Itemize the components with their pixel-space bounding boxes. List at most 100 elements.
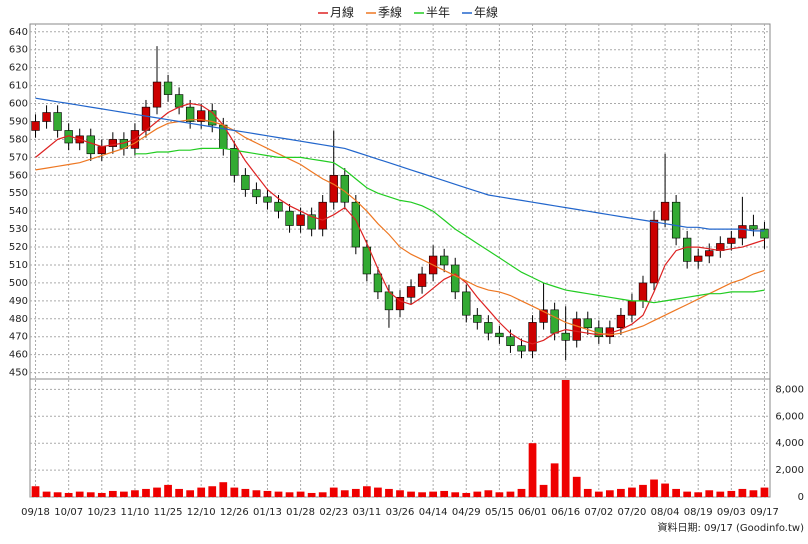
volume-bar <box>440 490 449 497</box>
volume-bar <box>517 488 526 497</box>
candle-body <box>495 332 504 338</box>
volume-bar <box>451 492 460 497</box>
x-tick-label: 09/17 <box>750 507 779 518</box>
x-tick-label: 08/19 <box>684 507 713 518</box>
y-tick-label: 590 <box>9 116 28 127</box>
x-tick-label: 10/23 <box>87 507 116 518</box>
candle-body <box>362 246 372 275</box>
candle-body <box>395 296 405 311</box>
candle-body <box>307 214 316 230</box>
candle-body <box>108 139 118 147</box>
volume-bar <box>197 487 206 497</box>
x-tick-label: 10/07 <box>54 507 83 518</box>
candle-body <box>417 273 427 287</box>
volume-bar <box>329 487 338 497</box>
volume-bar <box>97 492 106 497</box>
y-tick-label: 640 <box>9 27 28 38</box>
candle-body <box>649 219 659 284</box>
volume-bar <box>738 488 747 497</box>
x-tick-label: 01/28 <box>286 507 315 518</box>
x-tick-label: 01/13 <box>253 507 282 518</box>
x-tick-label: 02/23 <box>319 507 348 518</box>
candle-body <box>462 291 471 316</box>
volume-bar <box>506 491 515 497</box>
volume-bar <box>407 491 415 497</box>
x-tick-label: 09/18 <box>21 507 50 518</box>
candle-body <box>252 189 261 198</box>
volume-bar <box>473 491 482 497</box>
candle-body <box>473 314 482 323</box>
ma-line <box>35 102 765 345</box>
volume-bar <box>142 488 150 497</box>
candle-body <box>86 135 95 155</box>
volume-bar <box>219 482 228 497</box>
volume-bar <box>760 487 769 497</box>
y-tick-label: 470 <box>9 332 28 343</box>
volume-bar <box>650 479 658 497</box>
candle-body <box>484 322 493 334</box>
volume-bar <box>396 490 404 497</box>
candle-body <box>694 255 703 262</box>
volume-bar <box>749 490 758 497</box>
candle-body <box>638 282 648 302</box>
candle-body <box>329 174 338 203</box>
y-tick-label: 570 <box>9 152 28 163</box>
legend-label: 年線 <box>474 5 498 20</box>
volume-bar <box>64 492 73 497</box>
candle-body <box>31 121 40 131</box>
candle-body <box>749 225 758 230</box>
x-tick-label: 03/26 <box>386 507 415 518</box>
candle-body <box>351 201 360 248</box>
volume-bar <box>705 490 714 497</box>
candle-body <box>727 237 736 244</box>
volume-bar <box>694 492 703 497</box>
x-tick-label: 06/16 <box>551 507 580 518</box>
v-tick-label: 0 <box>798 492 804 503</box>
volume-bar <box>628 487 636 497</box>
candle-body <box>738 225 747 239</box>
volume-bar <box>31 486 40 497</box>
y-tick-label: 450 <box>9 368 28 379</box>
candle-body <box>97 146 106 155</box>
volume-bar <box>605 490 614 497</box>
candle-body <box>406 286 416 298</box>
x-tick-label: 04/29 <box>452 507 481 518</box>
volume-bar <box>572 476 581 497</box>
volume-bar <box>363 486 371 497</box>
candle-body <box>528 322 537 352</box>
candle-body <box>174 94 184 108</box>
y-tick-label: 550 <box>9 188 28 199</box>
volume-bar <box>75 491 84 497</box>
candle-body <box>760 228 769 239</box>
candle-body <box>241 174 250 190</box>
x-tick-label: 12/26 <box>220 507 249 518</box>
ma-line <box>134 147 765 304</box>
v-tick-label: 4,000 <box>775 438 804 449</box>
y-tick-label: 510 <box>9 260 28 271</box>
legend-label: 季線 <box>378 5 402 20</box>
y-tick-label: 600 <box>9 99 28 110</box>
volume-bar <box>131 490 139 497</box>
volume-bar <box>274 491 283 497</box>
volume-bar <box>561 380 570 497</box>
volume-bar <box>186 490 195 497</box>
volume-bar <box>683 491 692 497</box>
volume-bar <box>318 492 327 497</box>
legend-label: 月線 <box>330 5 354 20</box>
volume-bar <box>462 492 471 497</box>
volume-bar <box>661 483 669 497</box>
x-tick-label: 04/14 <box>419 507 448 518</box>
volume-bar <box>42 491 51 497</box>
candle-body <box>705 250 714 257</box>
volume-bar <box>429 491 437 497</box>
y-tick-label: 500 <box>9 278 28 289</box>
volume-bar <box>208 486 217 497</box>
x-tick-label: 07/20 <box>618 507 647 518</box>
legend-label: 半年 <box>426 6 450 20</box>
candle-body <box>440 255 449 266</box>
candle-body <box>296 214 305 226</box>
ma-line <box>35 97 765 232</box>
y-tick-label: 460 <box>9 350 28 361</box>
candle-body <box>682 237 692 262</box>
candle-body <box>506 336 515 347</box>
